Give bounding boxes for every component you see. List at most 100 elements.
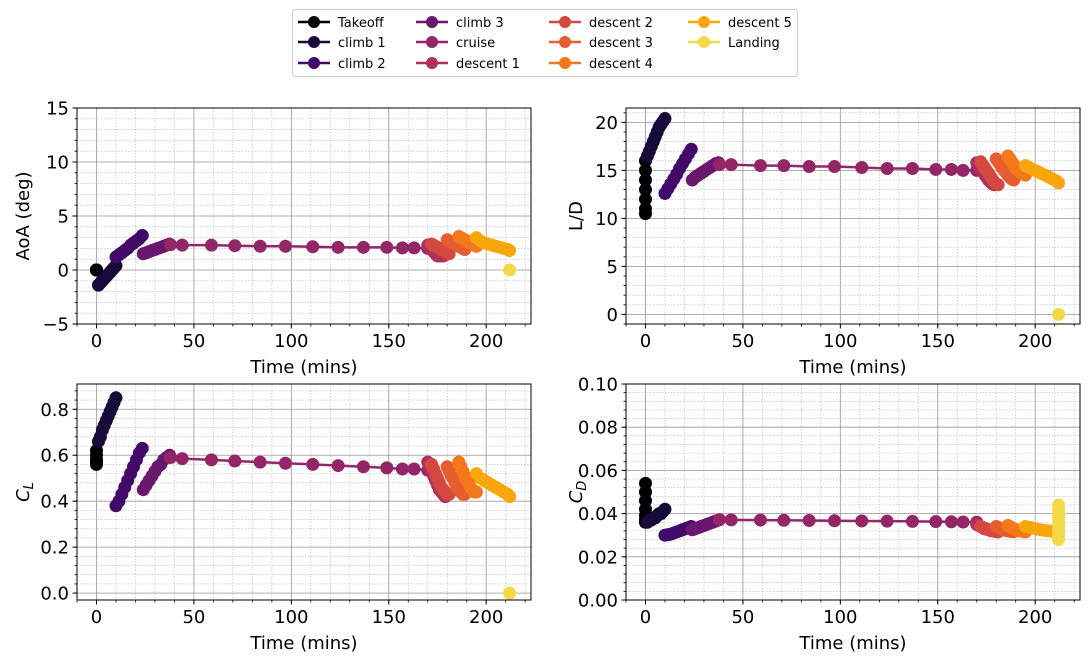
data-point — [905, 514, 919, 528]
series-climb-3 — [685, 513, 726, 537]
data-point — [395, 241, 409, 255]
data-point — [991, 178, 1005, 192]
data-point — [204, 453, 218, 467]
data-point — [956, 515, 970, 529]
data-point — [929, 162, 943, 176]
legend-swatch-marker — [308, 57, 320, 69]
grid — [625, 108, 1080, 325]
legend-swatch-marker — [426, 36, 438, 48]
legend-swatch-marker — [698, 36, 710, 48]
series-landing — [1052, 307, 1066, 321]
legend-entry: climb 1 — [298, 36, 386, 51]
data-point — [713, 513, 727, 527]
data-point — [638, 192, 652, 206]
data-point — [724, 158, 738, 172]
legend-label: climb 3 — [456, 16, 504, 31]
data-point — [395, 462, 409, 476]
data-point — [1052, 307, 1066, 321]
legend-label: descent 4 — [589, 57, 653, 72]
y-axis-label: CD — [566, 481, 590, 504]
data-point — [753, 159, 767, 173]
data-point — [164, 451, 178, 465]
x-tick-label: 100 — [823, 331, 857, 352]
y-tick-label: 0.6 — [40, 446, 69, 467]
series-takeoff — [638, 154, 652, 221]
data-point — [278, 456, 292, 470]
x-tick-label: 100 — [274, 331, 308, 352]
y-tick-label: 5 — [607, 257, 618, 278]
series-group — [638, 476, 1066, 547]
data-point — [724, 513, 738, 527]
y-tick-label: 0.00 — [578, 591, 618, 612]
series-takeoff — [89, 444, 103, 471]
data-point — [638, 183, 652, 197]
data-point — [684, 142, 698, 156]
data-point — [713, 158, 727, 172]
y-tick-label: 0.4 — [40, 492, 69, 513]
series-climb-1 — [640, 502, 672, 529]
drag-coefficient-panel: 0 50 100 150 200 0.00 0.02 0.04 0.06 0.08 0.10 Time… — [566, 375, 1081, 654]
legend-label: Landing — [728, 36, 780, 51]
data-point — [880, 514, 894, 528]
data-point — [802, 160, 816, 174]
x-tick-label: 50 — [731, 331, 754, 352]
x-tick-label: 0 — [640, 331, 651, 352]
data-point — [164, 238, 178, 252]
legend-label: Takeoff — [337, 16, 385, 31]
y-tick-label: 0.08 — [578, 418, 618, 439]
series-cruise — [713, 513, 984, 529]
series-cruise — [713, 158, 984, 177]
y-tick-label: 0 — [58, 261, 69, 282]
y-axis-label-subscript: L — [22, 482, 37, 489]
data-point — [944, 515, 958, 529]
data-point — [135, 441, 149, 455]
data-point — [204, 238, 218, 252]
data-point — [253, 239, 267, 253]
ticks: 0 50 100 150 200 0.0 0.2 0.4 0.6 0.8 — [40, 390, 526, 628]
data-point — [905, 161, 919, 175]
series-descent-2 — [974, 155, 1005, 192]
data-point — [306, 457, 320, 471]
legend-swatch-marker — [426, 57, 438, 69]
x-tick-label: 0 — [640, 607, 651, 628]
y-tick-label: 5 — [58, 207, 69, 228]
x-tick-label: 150 — [921, 331, 955, 352]
data-point — [880, 161, 894, 175]
data-point — [175, 238, 189, 252]
legend-entry: descent 2 — [549, 16, 653, 31]
data-point — [469, 485, 483, 499]
series-descent-4 — [452, 455, 483, 499]
x-axis-label: Time (mins) — [798, 633, 906, 654]
legend-label: descent 3 — [589, 36, 653, 51]
y-axis-label: CL — [13, 482, 37, 502]
ticks: 0 50 100 150 200 0 5 10 15 20 — [595, 112, 1075, 352]
y-tick-label: 0.06 — [578, 461, 618, 482]
data-point — [331, 459, 345, 473]
x-tick-label: 200 — [1018, 607, 1052, 628]
legend-label: descent 1 — [456, 57, 520, 72]
data-point — [658, 112, 672, 126]
series-climb-2 — [658, 142, 698, 200]
data-point — [253, 455, 267, 469]
legend-swatch-marker — [426, 16, 438, 28]
legend: Takeoff climb 1 climb 2 climb 3 cruise descen… — [292, 9, 798, 77]
data-point — [658, 502, 672, 516]
series-cruise — [164, 238, 435, 255]
y-tick-label: 15 — [595, 161, 618, 182]
y-axis-label-main: C — [566, 490, 587, 503]
series-group — [638, 112, 1066, 321]
legend-label: descent 5 — [728, 16, 792, 31]
legend-swatch-marker — [308, 36, 320, 48]
x-tick-label: 50 — [182, 331, 205, 352]
data-point — [380, 240, 394, 254]
data-point — [503, 586, 517, 600]
data-point — [407, 462, 421, 476]
data-point — [944, 162, 958, 176]
series-descent-2 — [425, 457, 456, 501]
data-point — [638, 163, 652, 177]
x-tick-label: 150 — [372, 331, 406, 352]
data-point — [1052, 533, 1066, 547]
y-axis-label: AoA (deg) — [13, 171, 34, 260]
legend-entry: climb 3 — [416, 16, 504, 31]
legend-label: climb 2 — [338, 57, 386, 72]
